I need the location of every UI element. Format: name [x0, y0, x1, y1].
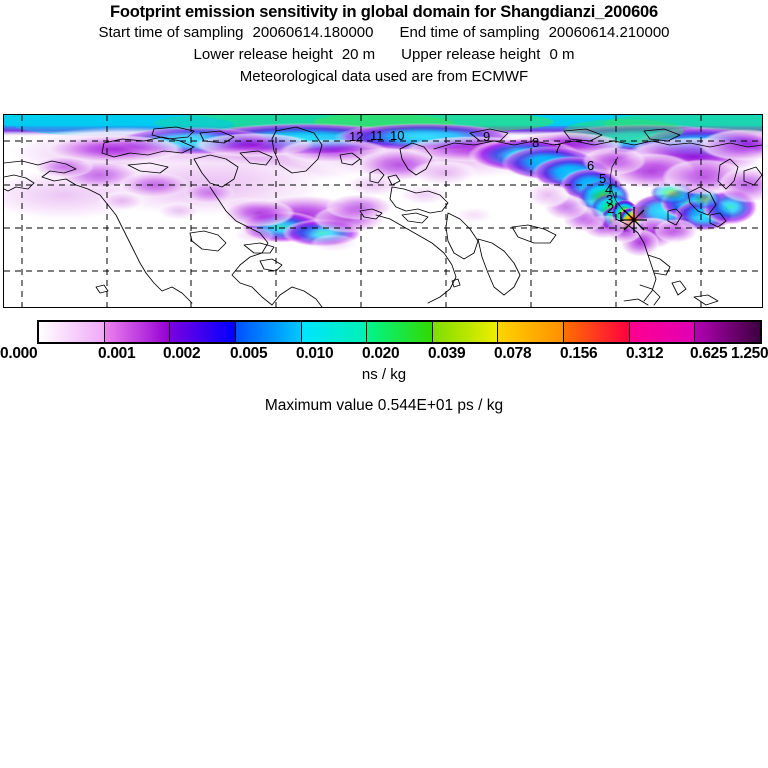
traj-label-1: 1: [617, 209, 624, 224]
traj-label-11: 11: [370, 128, 384, 143]
colorbar-units-label: ns / kg: [361, 366, 407, 383]
colorbar-tick-4: 0.010: [296, 345, 334, 362]
map-canvas: 12 11 10 9 8 7 6 5 4 3 2 1: [4, 115, 762, 307]
footprint-field: [4, 115, 762, 257]
sampling-time-row: Start time of sampling 20060614.180000 End…: [0, 22, 768, 44]
start-time-value: 20060614.180000: [252, 24, 374, 41]
colorbar-tick-11: 1.250: [731, 345, 768, 362]
colorbar-segment-3: [235, 322, 302, 342]
colorbar-segment-0: [39, 322, 105, 342]
traj-label-7: 7: [554, 141, 561, 156]
colorbar-block: 0.000 0.001 0.002 0.005 0.010 0.020 0.039 0.078…: [0, 318, 768, 388]
trajectory-hour-labels: 12 11 10 9 8 7 6 5 4 3 2 1: [349, 128, 624, 224]
colorbar-segment-2: [170, 322, 236, 342]
colorbar-segment-9: [629, 322, 696, 342]
traj-label-12: 12: [349, 129, 363, 144]
colorbar-tick-10: 0.625: [690, 345, 728, 362]
traj-label-8: 8: [532, 135, 539, 150]
trajectory-path: [609, 156, 635, 220]
lower-release-label: Lower release height: [193, 46, 333, 63]
colorbar-tick-7: 0.078: [494, 345, 532, 362]
upper-release-label: Upper release height: [401, 46, 541, 63]
colorbar-tick-labels: 0.000 0.001 0.002 0.005 0.010 0.020 0.039 0.078…: [0, 345, 768, 365]
traj-label-10: 10: [390, 128, 404, 143]
traj-label-4: 4: [605, 182, 612, 197]
colorbar-tick-5: 0.020: [362, 345, 400, 362]
colorbar-tick-6: 0.039: [428, 345, 466, 362]
coastlines: [4, 126, 762, 307]
graticule: [4, 115, 762, 307]
traj-label-9: 9: [483, 129, 490, 144]
colorbar-tick-9: 0.312: [626, 345, 664, 362]
colorbar-segment-10: [695, 322, 761, 342]
colorbar-tick-8: 0.156: [560, 345, 598, 362]
maximum-value-label: Maximum value 0.544E+01 ps / kg: [264, 397, 504, 414]
header-block: Footprint emission sensitivity in global…: [0, 0, 768, 88]
colorbar-tick-2: 0.002: [163, 345, 201, 362]
traj-label-3: 3: [606, 192, 613, 207]
meteorological-source-line: Meteorological data used are from ECMWF: [239, 68, 529, 85]
colorbar-segment-1: [104, 322, 171, 342]
traj-label-6: 6: [587, 158, 594, 173]
colorbar-tick-3: 0.005: [230, 345, 268, 362]
upper-release-value: 0 m: [549, 46, 575, 63]
start-time-label: Start time of sampling: [98, 24, 244, 41]
colorbar-segment-7: [498, 322, 565, 342]
colorbar-tick-0: 0.000: [0, 345, 38, 362]
colorbar-segment-6: [432, 322, 499, 342]
traj-label-2: 2: [607, 201, 614, 216]
colorbar-tick-1: 0.001: [98, 345, 136, 362]
lower-release-value: 20 m: [341, 46, 376, 63]
traj-label-5: 5: [599, 171, 606, 186]
colorbar: [37, 320, 762, 344]
colorbar-segment-4: [301, 322, 368, 342]
footprint-map: 12 11 10 9 8 7 6 5 4 3 2 1: [3, 114, 763, 308]
end-time-value: 20060614.210000: [548, 24, 670, 41]
release-height-row: Lower release height 20 m Upper release he…: [0, 44, 768, 66]
colorbar-segment-5: [367, 322, 433, 342]
end-time-label: End time of sampling: [399, 24, 540, 41]
colorbar-segment-8: [564, 322, 630, 342]
page-title: Footprint emission sensitivity in global…: [109, 3, 659, 21]
release-point-cross: [621, 207, 647, 233]
